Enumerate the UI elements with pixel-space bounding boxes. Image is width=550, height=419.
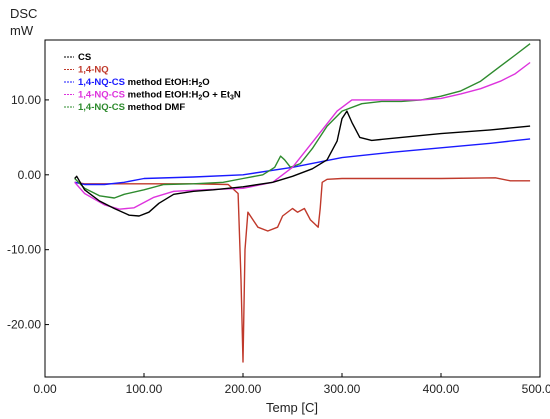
legend-entry: 1,4-NQ: [78, 65, 109, 76]
series-line-2: [74, 138, 531, 186]
legend-entry: CS: [78, 52, 91, 63]
y-tick-label: 0.00: [18, 168, 42, 182]
series-line-3: [74, 61, 531, 210]
y-tick-label: -10.00: [7, 243, 41, 257]
legend: CS1,4-NQ1,4-NQ-CS method EtOH:H2O1,4-NQ-…: [64, 52, 241, 113]
legend-entry: 1,4-NQ-CS method EtOH:H2O: [78, 77, 210, 89]
y-tick-label: -20.00: [7, 318, 41, 332]
axis-ticks: 0.00 100.00 200.00 300.00 400.00 500.00 -20.00…: [7, 93, 550, 396]
y-axis-title-dsc: DSC: [10, 6, 37, 21]
x-tick-label: 400.00: [423, 382, 460, 396]
x-tick-label: 200.00: [225, 382, 262, 396]
series-lines: [74, 43, 531, 363]
legend-entry: 1,4-NQ-CS method DMF: [78, 102, 185, 113]
x-axis-title: Temp [C]: [266, 400, 318, 415]
series-line-1: [74, 177, 531, 363]
y-axis-title-unit: mW: [10, 23, 34, 38]
series-line-0: [74, 110, 531, 217]
series-line-4: [74, 43, 531, 199]
x-tick-label: 0.00: [33, 382, 57, 396]
x-tick-label: 500.00: [522, 382, 550, 396]
legend-entry: 1,4-NQ-CS method EtOH:H2O + Et3N: [78, 90, 241, 102]
x-tick-label: 100.00: [126, 382, 163, 396]
x-tick-label: 300.00: [324, 382, 361, 396]
y-tick-label: 10.00: [11, 93, 41, 107]
